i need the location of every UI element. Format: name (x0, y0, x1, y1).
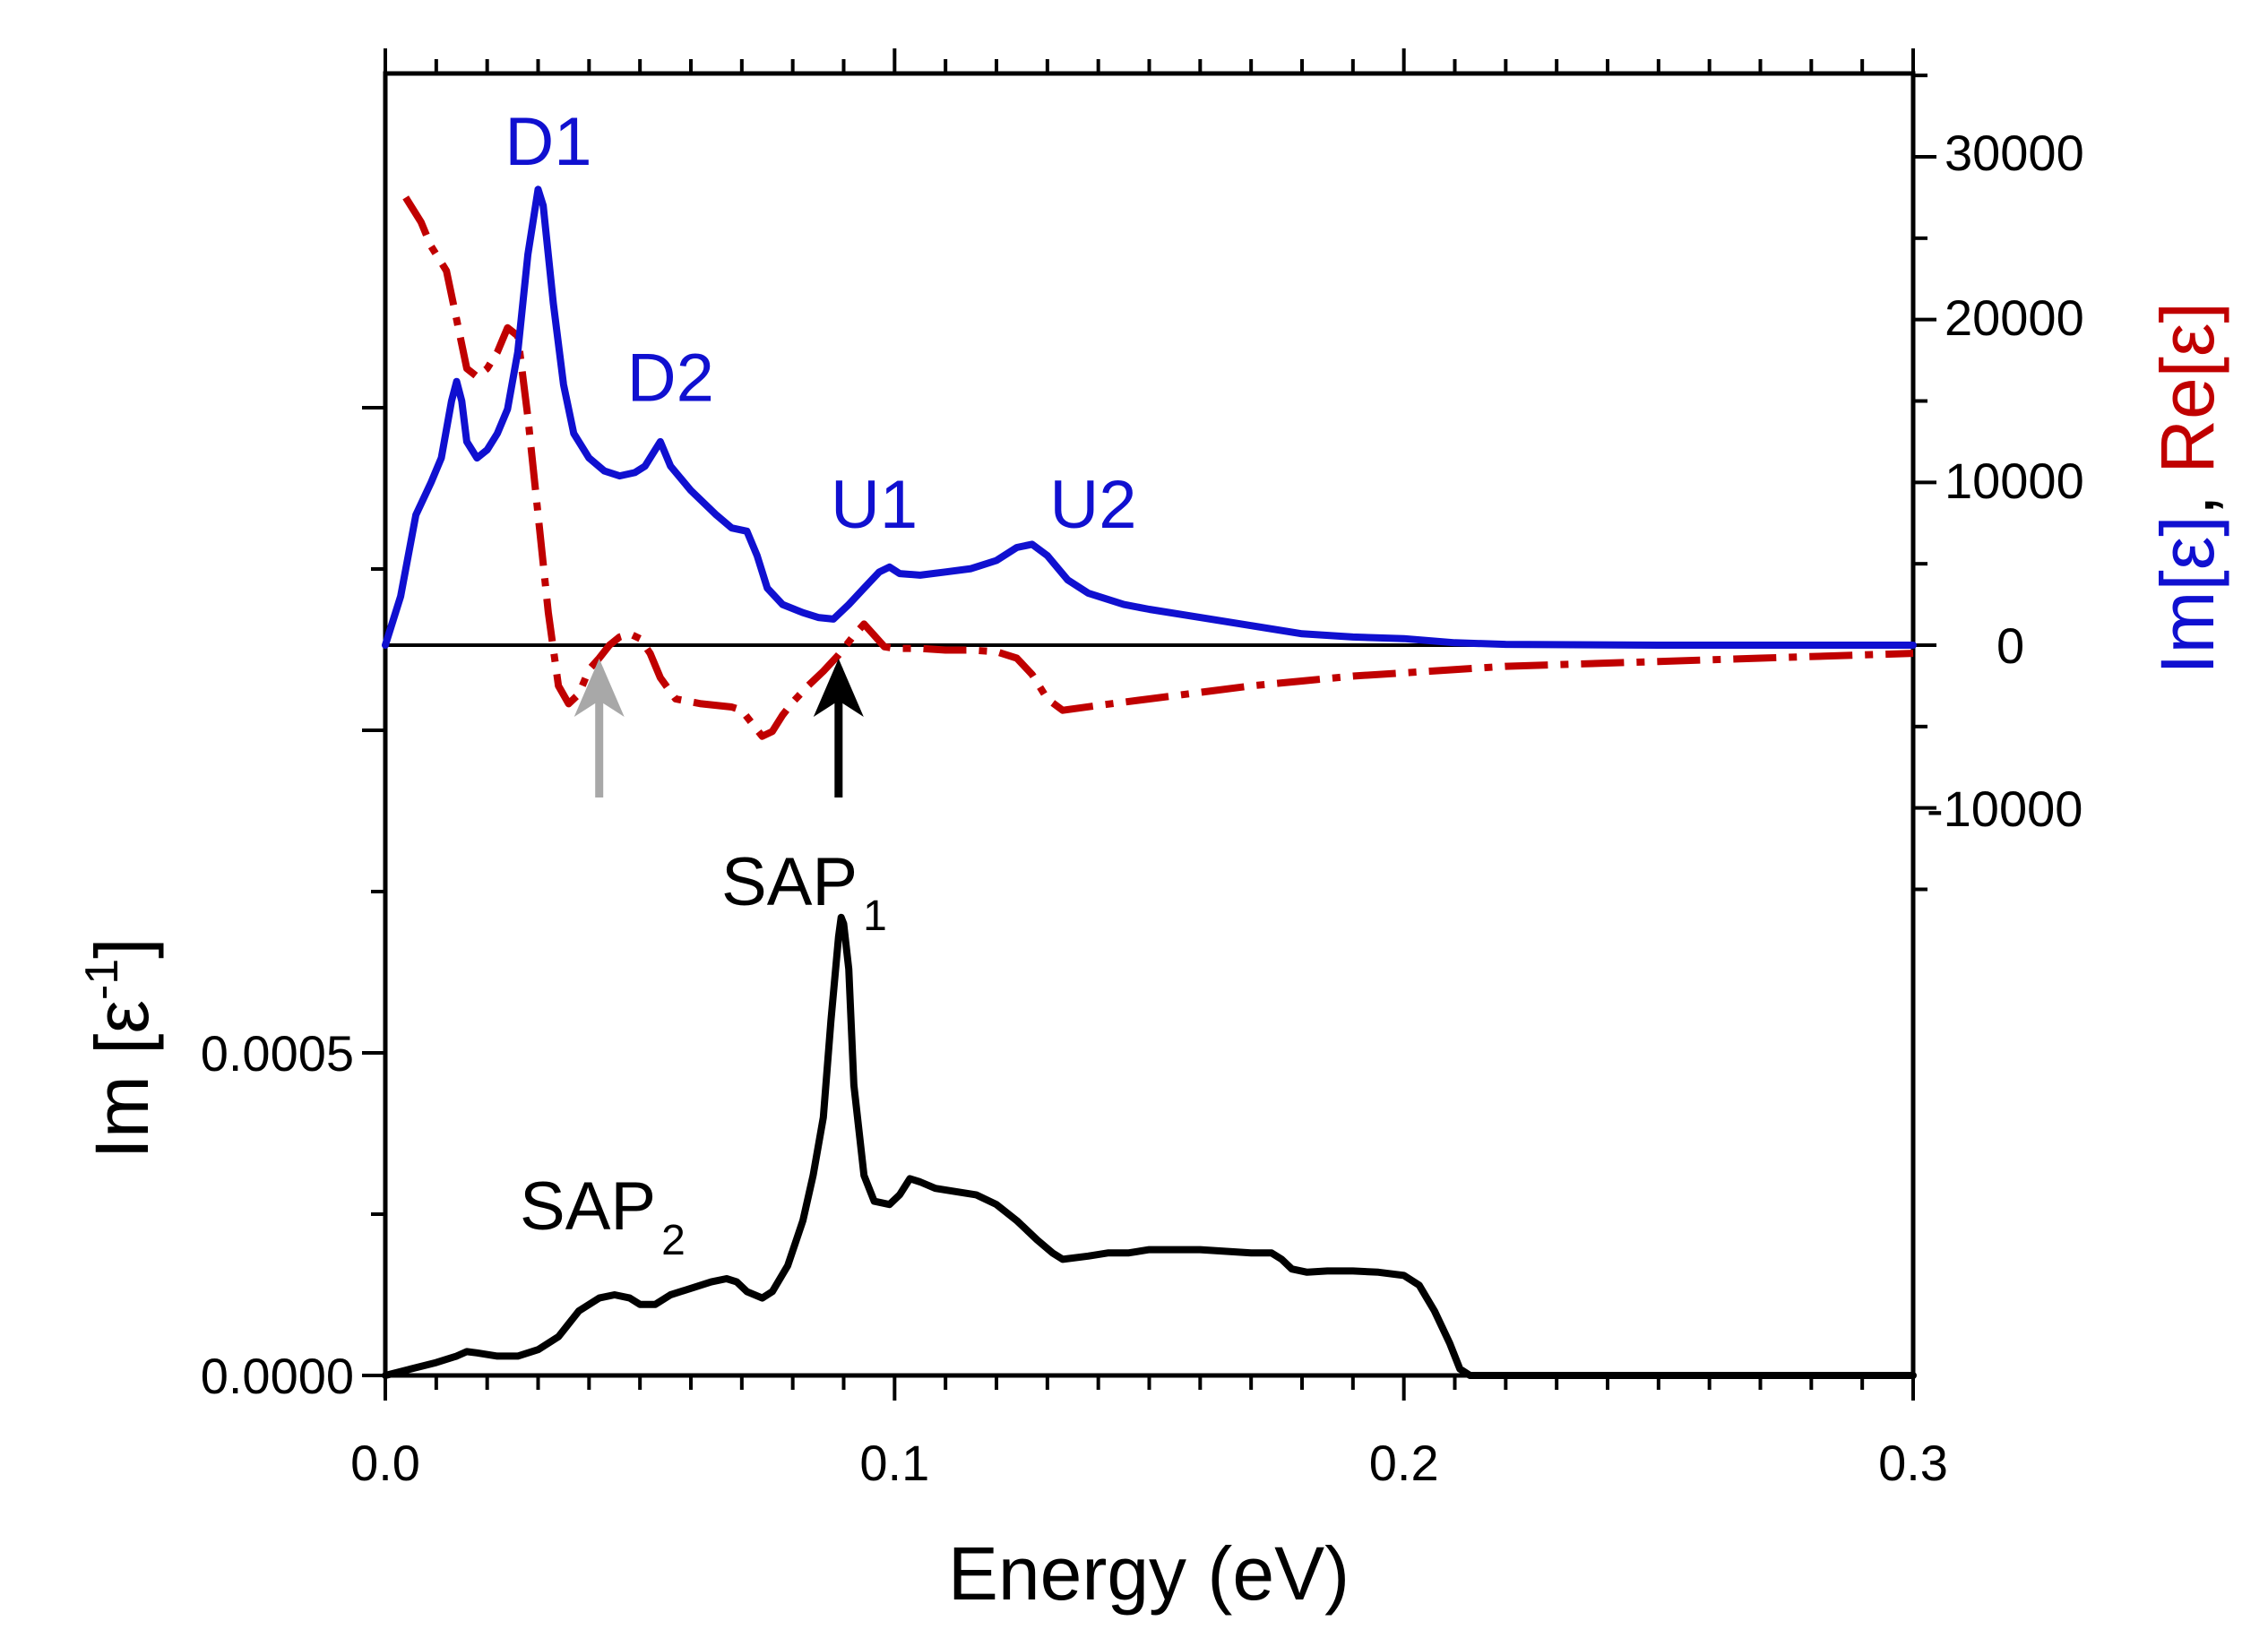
sap1-label-main: SAP (721, 844, 858, 920)
left-tick-label: 0.0005 (201, 1025, 354, 1082)
sap2-label-sub: 2 (661, 1217, 686, 1264)
peak-label-d1: D1 (504, 104, 591, 180)
right-tick-label: -10000 (1927, 780, 2083, 837)
sap1-label: SAP 1 (721, 844, 887, 940)
tick-marks (362, 48, 1936, 1401)
x-tick-label: 0.0 (350, 1435, 420, 1491)
right-tick-label: 20000 (1945, 289, 2084, 346)
right-tick-label: 0 (1996, 617, 2024, 674)
right-axis-title-sep: , (2145, 474, 2229, 516)
x-tick-label: 0.2 (1369, 1435, 1439, 1491)
series-im-eps (382, 185, 1917, 649)
sap2-label: SAP 2 (520, 1168, 686, 1264)
series-layer (382, 185, 1917, 1379)
peak-label-d2: D2 (627, 341, 714, 417)
sap2-label-main: SAP (520, 1168, 656, 1245)
peak-label-u2: U2 (1049, 467, 1136, 543)
right-tick-label: 10000 (1945, 453, 2084, 509)
x-tick-label: 0.3 (1878, 1435, 1948, 1491)
right-axis-title: Im[ε], Re[ε] (2145, 302, 2229, 675)
series-im-inverse-eps (382, 913, 1917, 1379)
right-axis-title-re: Re[ε] (2145, 302, 2229, 474)
left-axis-title-sup: -1 (76, 959, 128, 1000)
gray-arrow-head (573, 659, 625, 717)
right-tick-label: 30000 (1945, 125, 2084, 181)
left-axis-title: Im [ε-1] (76, 937, 164, 1159)
black-arrow (813, 659, 864, 797)
gray-arrow (573, 659, 625, 797)
peak-label-u1: U1 (831, 467, 918, 543)
left-axis-title-end: ] (80, 937, 164, 958)
black-arrow-head (813, 659, 864, 717)
x-axis-title: Energy (eV) (948, 1531, 1350, 1616)
sap1-label-sub: 1 (863, 892, 887, 940)
right-axis-title-im: Im[ε] (2145, 515, 2229, 674)
left-axis-title-main: Im [ε (80, 1000, 164, 1159)
left-tick-label: 0.0000 (201, 1348, 354, 1404)
x-tick-label: 0.1 (859, 1435, 929, 1491)
